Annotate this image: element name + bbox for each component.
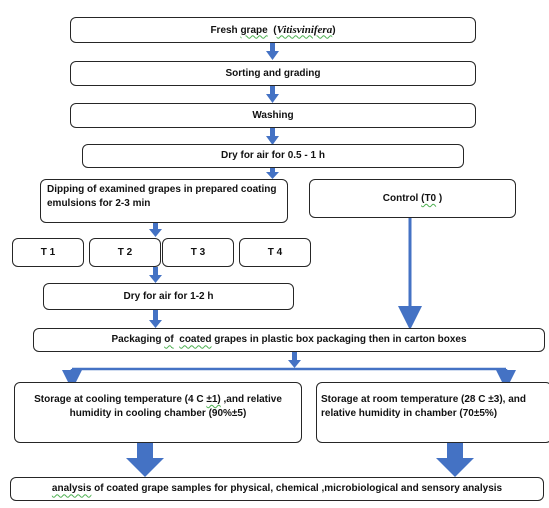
step-sorting: Sorting and grading	[70, 61, 476, 86]
t1-label: T 1	[40, 246, 56, 258]
sorting-label: Sorting and grading	[225, 67, 321, 79]
step-storage-cooling: Storage at cooling temperature (4 C ±1) …	[14, 382, 302, 443]
arrow-dry-to-dipping	[266, 168, 279, 179]
dry2-label: Dry for air for 1-2 h	[123, 290, 214, 302]
treatment-t3: T 3	[162, 238, 234, 267]
arrow-washing-to-dry	[266, 128, 279, 145]
step-washing: Washing	[70, 103, 476, 128]
arrow-dipping-to-t	[149, 223, 162, 237]
dipping-label: Dipping of examined grapes in prepared c…	[47, 184, 277, 209]
fresh-grape-prefix: Fresh	[210, 24, 241, 36]
dry1-label: Dry for air for 0.5 - 1 h	[221, 150, 325, 162]
step-dry-air-1: Dry for air for 0.5 - 1 h	[82, 144, 464, 168]
t3-label: T 3	[190, 246, 206, 258]
arrow-dry2-to-packaging	[149, 310, 162, 328]
treatment-t4: T 4	[239, 238, 311, 267]
step-analysis: analysis of coated grape samples for phy…	[10, 477, 544, 501]
control-code: (T0	[421, 192, 437, 204]
arrow-t-to-dry2	[149, 267, 162, 283]
arrow-room-to-analysis	[436, 443, 474, 477]
species-name: Vitisvinifera	[276, 23, 333, 36]
storage-cool-prefix: Storage at cooling temperature (4 C	[34, 394, 207, 405]
arrow-sorting-to-washing	[266, 86, 279, 103]
packaging-prefix: Packaging	[111, 334, 165, 346]
treatment-t1: T 1	[12, 238, 84, 267]
washing-label: Washing	[252, 109, 294, 121]
packaging-suffix: grapes in plastic box packaging then in …	[211, 334, 467, 346]
storage-cool-suffix: ,and relative humidity in cooling chambe…	[69, 394, 282, 419]
fresh-grape-middle: (	[267, 24, 277, 36]
analysis-word: analysis	[51, 483, 92, 495]
packaging-word-coated: coated	[179, 334, 212, 346]
block-arrows	[126, 43, 474, 477]
fresh-grape-suffix: )	[332, 24, 336, 36]
step-fresh-grape: Fresh grape (Vitisvinifera)	[70, 17, 476, 43]
analysis-suffix: of coated grape samples for physical, ch…	[91, 483, 503, 495]
arrow-packaging-center	[288, 352, 301, 368]
t4-label: T 4	[267, 246, 283, 258]
treatment-t2: T 2	[89, 238, 161, 267]
step-control: Control (T0 )	[309, 179, 516, 218]
control-suffix: )	[436, 192, 443, 204]
step-storage-room: Storage at room temperature (28 C ±3), a…	[316, 382, 549, 443]
t2-label: T 2	[117, 246, 133, 258]
fresh-grape-word: grape	[240, 24, 268, 36]
step-packaging: Packaging of coated grapes in plastic bo…	[33, 328, 545, 352]
step-dipping: Dipping of examined grapes in prepared c…	[40, 179, 288, 223]
control-prefix: Control	[382, 192, 422, 204]
storage-bracket	[62, 367, 516, 390]
storage-cool-tolerance: ±1)	[206, 394, 221, 405]
packaging-word-of: of	[164, 334, 174, 346]
arrow-cool-to-analysis	[126, 443, 164, 477]
step-dry-air-2: Dry for air for 1-2 h	[43, 283, 294, 310]
storage-room-label: Storage at room temperature (28 C ±3), a…	[321, 394, 526, 419]
arrow-fresh-to-sorting	[266, 43, 279, 60]
